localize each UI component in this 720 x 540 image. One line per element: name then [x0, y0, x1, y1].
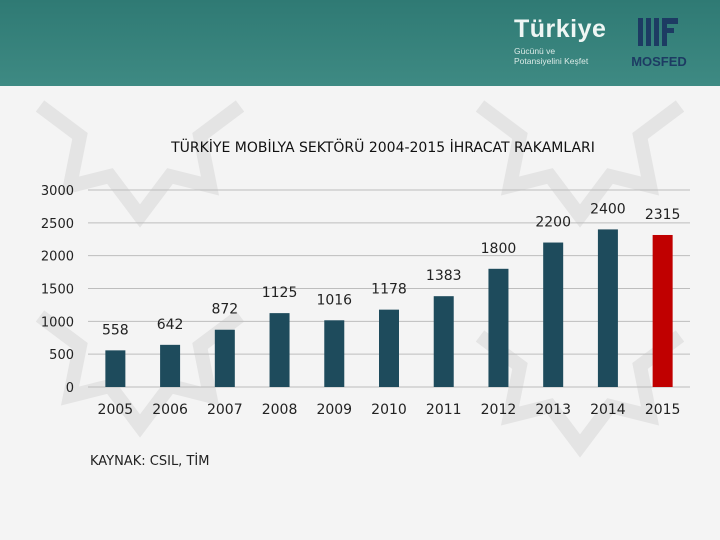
bar — [214, 329, 235, 387]
x-tick-label: 2012 — [481, 402, 517, 418]
brand-subtitle-line-1: Gücünü ve — [514, 46, 556, 56]
mosfed-logo: MOSFED — [624, 16, 694, 72]
y-tick-label: 3000 — [41, 184, 74, 199]
bar — [105, 350, 126, 387]
y-tick-label: 0 — [66, 381, 74, 396]
x-tick-label: 2006 — [152, 402, 188, 418]
bar — [324, 320, 345, 387]
x-axis-ticks: 2005 2006 2007 2008 2009 2010 2011 2012 2013 2014… — [98, 402, 681, 418]
bar-value-label: 2315 — [645, 207, 681, 223]
bar — [433, 296, 454, 387]
bar — [269, 313, 290, 387]
y-tick-label: 2000 — [41, 250, 74, 265]
brand-title: Türkiye — [514, 15, 607, 43]
x-tick-label: 2015 — [645, 402, 681, 418]
x-tick-label: 2008 — [262, 402, 298, 418]
bar — [597, 229, 618, 387]
x-tick-label: 2005 — [98, 402, 134, 418]
bar-value-label: 1125 — [262, 285, 298, 301]
mosfed-label: MOSFED — [631, 54, 687, 69]
bars — [105, 229, 673, 387]
bar-value-label: 1016 — [316, 292, 352, 308]
header-banner: Türkiye Gücünü ve Potansiyelini Keşfet M… — [0, 0, 720, 86]
bar — [160, 344, 181, 387]
bar-value-label: 2400 — [590, 201, 626, 217]
bar-value-label: 2200 — [535, 215, 571, 231]
bar-value-label: 1383 — [426, 268, 462, 284]
bar-value-label: 1178 — [371, 282, 407, 298]
x-tick-label: 2011 — [426, 402, 462, 418]
brand-subtitle-line-2: Potansiyelini Keşfet — [514, 56, 589, 66]
x-tick-label: 2007 — [207, 402, 243, 418]
bar-value-label: 1800 — [481, 241, 517, 257]
bar-value-label: 642 — [157, 317, 184, 333]
data-labels: 558 642 872 1125 1016 1178 1383 1800 2200 2400 231… — [102, 201, 680, 338]
bar-value-label: 872 — [211, 302, 238, 318]
bar — [379, 309, 399, 387]
source-note: KAYNAK: CSIL, TİM — [90, 454, 210, 469]
y-tick-label: 1500 — [41, 283, 74, 298]
bar — [652, 234, 673, 387]
x-tick-label: 2014 — [590, 402, 626, 418]
y-tick-label: 1000 — [41, 315, 74, 330]
x-tick-label: 2010 — [371, 402, 407, 418]
x-tick-label: 2013 — [535, 402, 571, 418]
mosfed-mark-icon — [638, 18, 678, 46]
bar-value-label: 558 — [102, 322, 129, 338]
y-axis-ticks: 0 500 1000 1500 2000 2500 3000 — [41, 184, 74, 396]
y-tick-label: 500 — [49, 348, 74, 363]
chart-title: TÜRKİYE MOBİLYA SEKTÖRÜ 2004-2015 İHRACA… — [170, 138, 595, 156]
y-tick-label: 2500 — [41, 217, 74, 232]
background-pattern — [35, 100, 685, 458]
turkiye-brand-logo: Türkiye Gücünü ve Potansiyelini Keşfet — [514, 16, 606, 66]
x-tick-label: 2009 — [316, 402, 352, 418]
bar — [488, 268, 509, 387]
bar — [543, 242, 564, 387]
